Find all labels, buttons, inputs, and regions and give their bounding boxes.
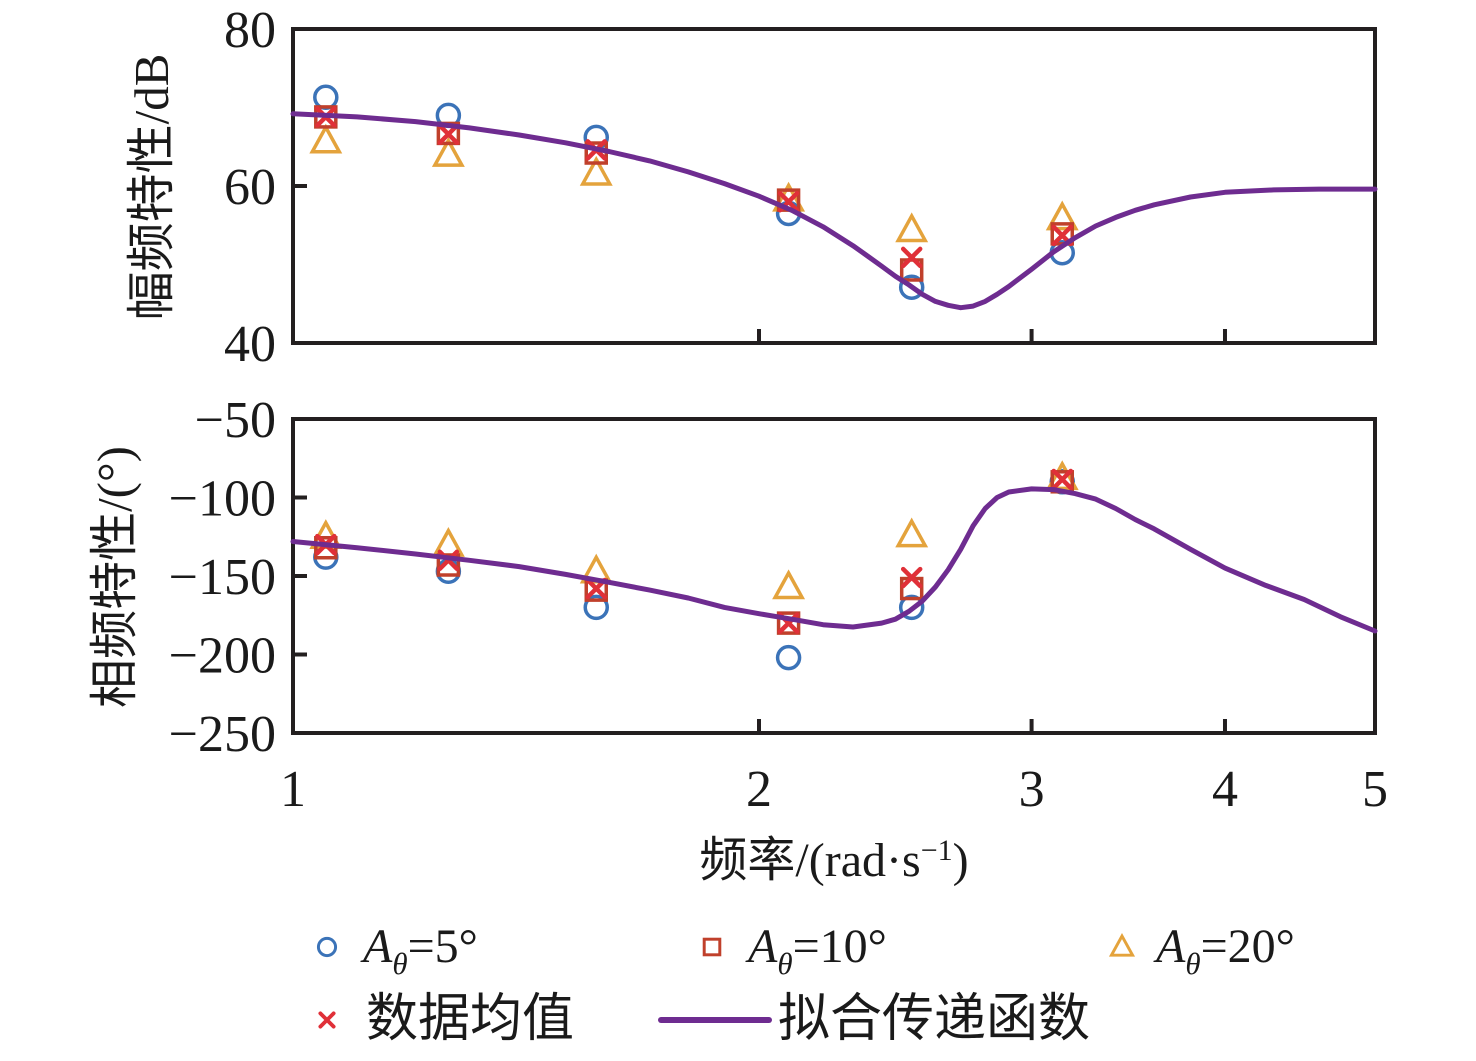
xtick-labels: 1 2 3 4 5 <box>280 761 1388 818</box>
legend-value: =20° <box>1200 920 1295 973</box>
legend-label-a5: Aθ=5° <box>363 914 478 981</box>
triangle-marker-icon <box>1108 932 1136 957</box>
magnitude-ticks <box>293 184 1227 343</box>
magnitude-series-circle <box>313 84 1075 301</box>
circle-marker-icon <box>898 274 925 301</box>
triangle-marker-icon <box>1108 932 1136 957</box>
square-marker-icon <box>702 937 722 957</box>
triangle-marker-icon <box>895 517 929 548</box>
xtick-label: 1 <box>280 761 306 818</box>
circle-marker-icon <box>316 936 338 958</box>
y-axis-label-magnitude: 幅频特性/dB <box>124 53 179 321</box>
legend-sub: θ <box>392 946 408 981</box>
triangle-marker-icon <box>431 136 465 167</box>
phase-series-circle <box>313 469 1075 671</box>
legend-sub: θ <box>1185 946 1201 981</box>
phase-plot: −250 −200 −150 −100 −50 1 2 3 4 5 <box>169 392 1388 818</box>
ytick-label: −150 <box>169 549 276 606</box>
magnitude-series-square <box>314 105 1074 282</box>
ytick-label: −250 <box>169 706 276 763</box>
ytick-label: −100 <box>169 471 276 528</box>
x-axis-label: 频率/(rad·s−1) <box>549 818 1119 887</box>
ytick-label: 40 <box>224 316 276 373</box>
triangle-marker-icon <box>309 123 343 154</box>
xtick-label: 3 <box>1019 761 1045 818</box>
square-marker-icon <box>436 553 461 577</box>
triangle-marker-icon <box>772 569 806 600</box>
legend-label-a10: Aθ=10° <box>748 914 887 981</box>
ytick-label: 60 <box>224 159 276 216</box>
magnitude-ytick-labels: 40 60 80 <box>224 2 276 373</box>
legend-label-mean: 数据均值 <box>366 987 574 1053</box>
xtick-label: 4 <box>1212 761 1238 818</box>
ytick-label: −50 <box>195 392 276 449</box>
x-axis-label-prefix: 频率/(rad·s <box>699 834 921 887</box>
circle-marker-icon <box>898 594 925 621</box>
circle-marker-icon <box>313 84 339 111</box>
legend-value: 拟合传递函数 <box>778 991 1091 1048</box>
x-axis-label-superscript: −1 <box>920 834 953 867</box>
x-marker-icon <box>900 566 923 589</box>
legend-var: A <box>748 920 778 973</box>
legend-sub: θ <box>777 946 793 981</box>
phase-series-triangle <box>309 460 1079 600</box>
phase-ticks <box>293 495 1227 733</box>
circle-marker-icon <box>435 558 462 585</box>
square-marker-icon <box>776 611 801 635</box>
phase-fit-curve <box>290 486 1378 634</box>
triangle-marker-icon <box>1045 200 1079 231</box>
xtick-label: 2 <box>746 761 772 818</box>
triangle-marker-icon <box>1045 460 1079 491</box>
square-marker-icon <box>702 937 722 957</box>
magnitude-fit-curve <box>290 111 1378 311</box>
circle-marker-icon <box>775 644 802 671</box>
magnitude-plot: 40 60 80 <box>224 2 1378 373</box>
legend-var: A <box>1156 920 1186 973</box>
legend-label-a20: Aθ=20° <box>1156 914 1295 981</box>
x-marker-icon <box>1051 468 1073 491</box>
legend-var: A <box>363 920 393 973</box>
x-marker-icon <box>900 246 923 269</box>
ytick-label: −200 <box>169 628 276 685</box>
magnitude-axes-frame <box>291 27 1377 345</box>
x-marker-icon <box>318 1011 336 1029</box>
legend-value: =10° <box>792 920 887 973</box>
x-axis-label-suffix: ) <box>952 834 969 887</box>
magnitude-series-triangle <box>309 123 1079 243</box>
legend-label-fit: 拟合传递函数 <box>778 987 1090 1053</box>
triangle-marker-icon <box>895 212 929 243</box>
circle-marker-icon <box>583 594 610 621</box>
triangle-marker-icon <box>579 155 613 186</box>
circle-marker-icon <box>316 936 338 958</box>
magnitude-series-x <box>315 106 1073 269</box>
xtick-label: 5 <box>1362 761 1388 818</box>
phase-ytick-labels: −250 −200 −150 −100 −50 <box>169 392 276 763</box>
legend-value: =5° <box>407 920 478 973</box>
legend-value: 数据均值 <box>366 991 575 1048</box>
line-marker-icon <box>658 1017 772 1023</box>
x-marker-icon <box>318 1011 336 1029</box>
y-axis-label-phase: 相频特性/(°) <box>87 446 142 708</box>
ytick-label: 80 <box>224 2 276 59</box>
